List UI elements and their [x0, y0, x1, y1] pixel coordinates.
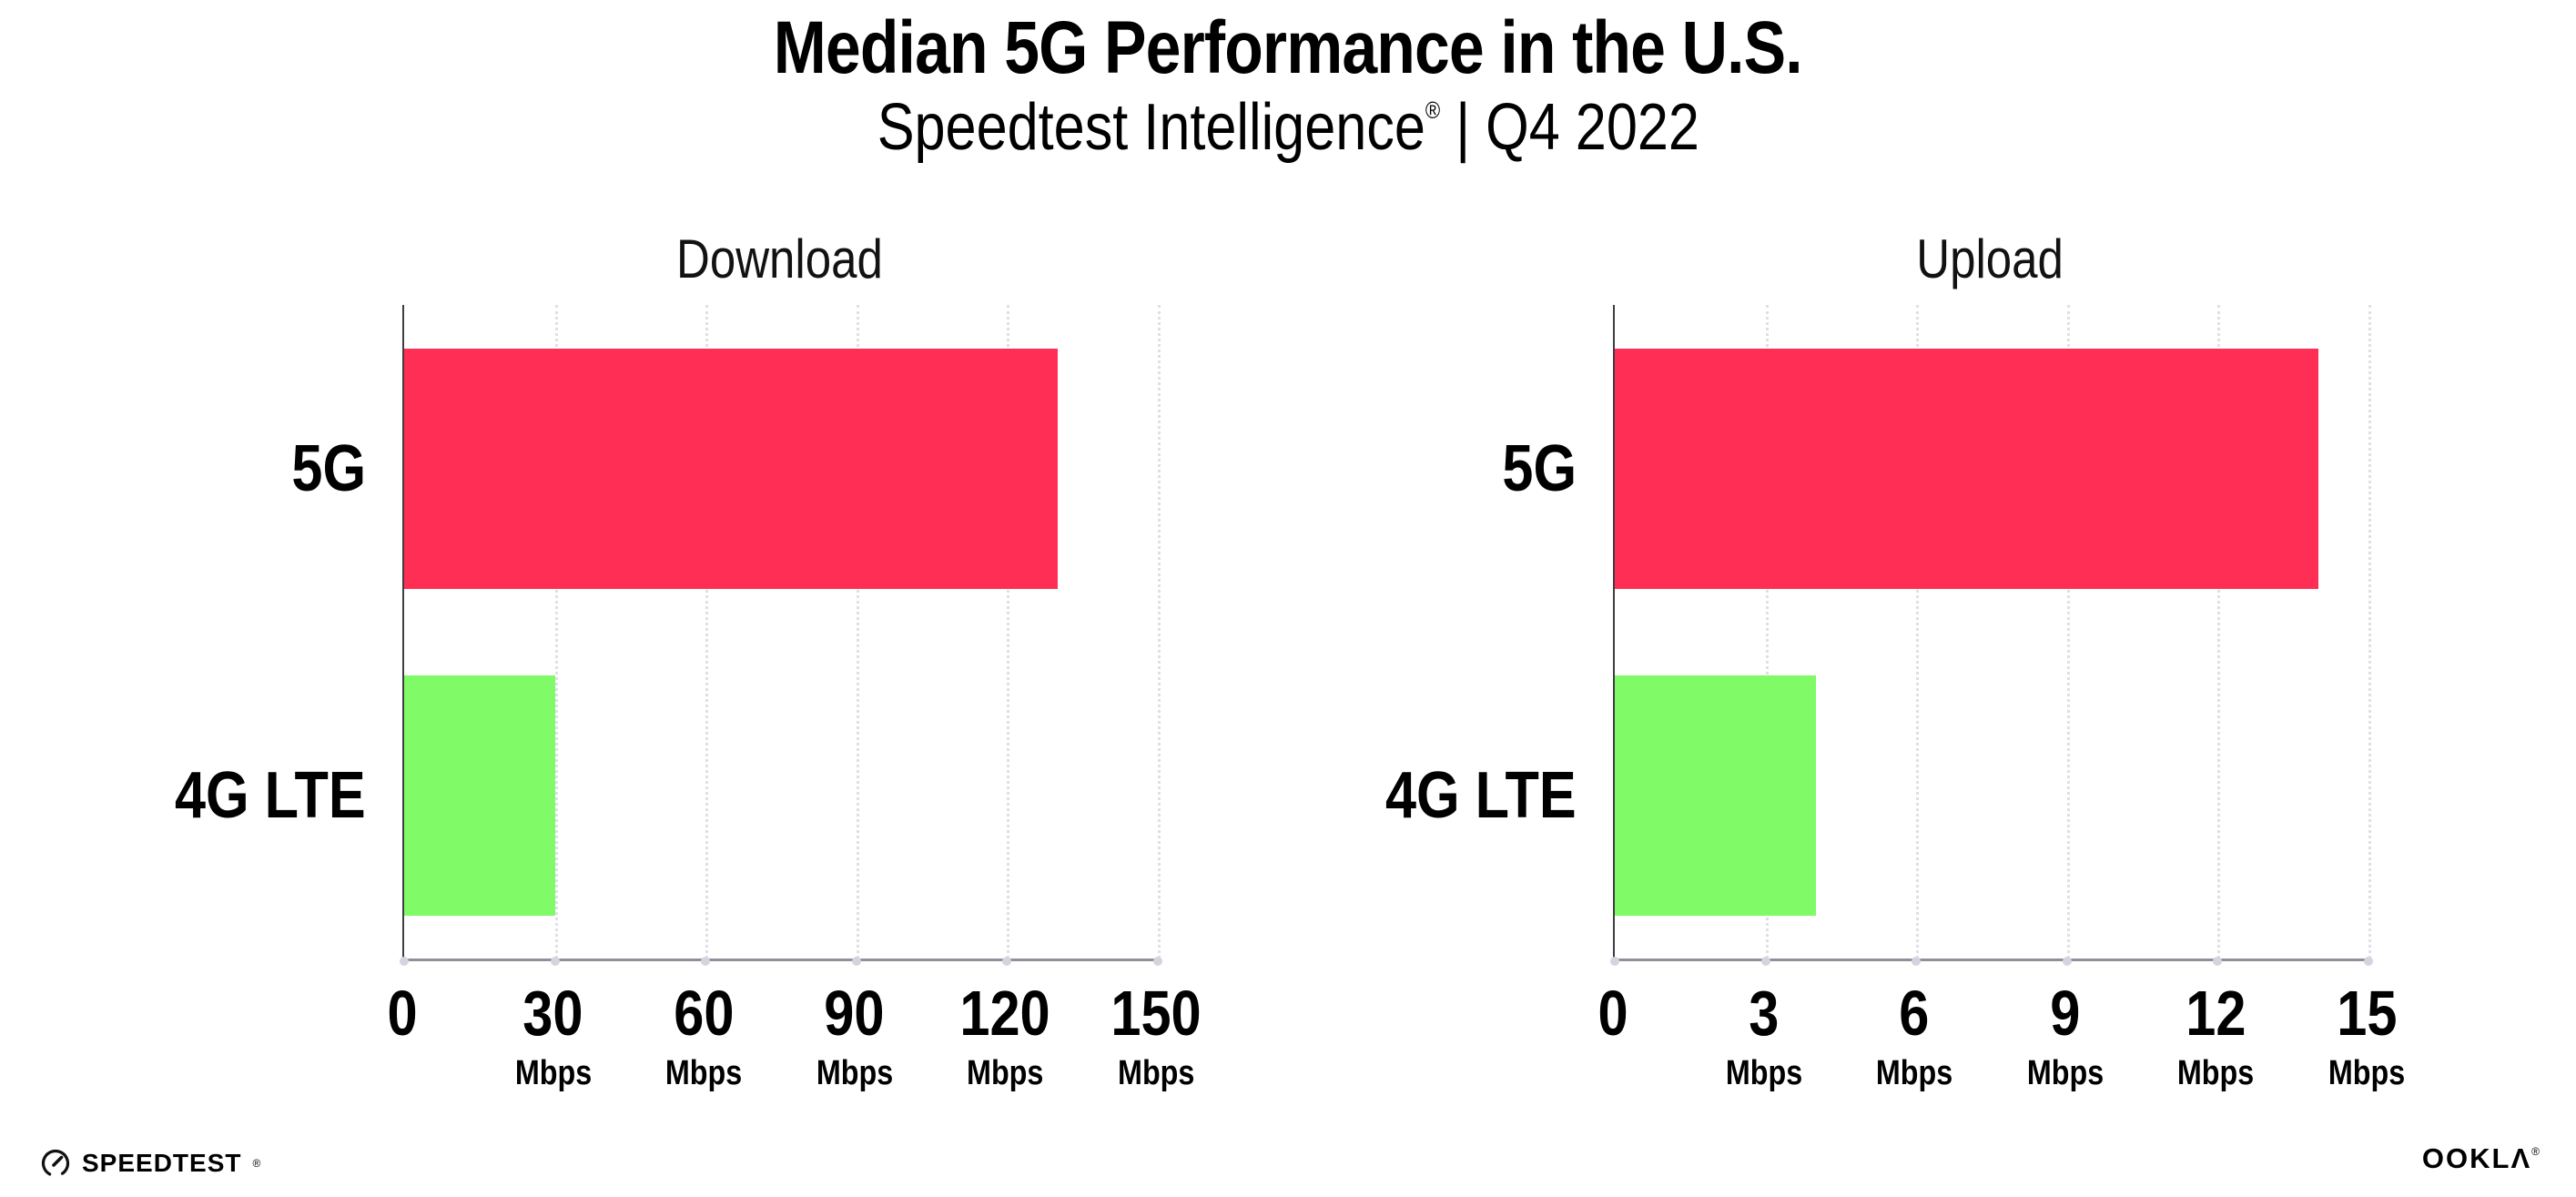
tick-value: 60 — [674, 978, 735, 1049]
tick-label-150: 150 Mbps — [1103, 981, 1210, 1090]
tick-unit: Mbps — [1725, 1054, 1802, 1092]
tick-value: 0 — [1597, 978, 1628, 1049]
tick-value: 15 — [2336, 978, 2398, 1049]
bar-4g-lte-upload — [1615, 675, 1816, 916]
tick-value: 90 — [824, 978, 885, 1049]
axis-tick-dot-15 — [2364, 957, 2373, 966]
axis-tick-dot-3 — [1760, 957, 1770, 966]
page-subtitle: Speedtest Intelligence® | Q4 2022 — [0, 95, 2576, 160]
tick-unit: Mbps — [1876, 1054, 1953, 1092]
page-title-text: Median 5G Performance in the U.S. — [773, 6, 1803, 89]
page-title: Median 5G Performance in the U.S. — [0, 6, 2576, 89]
tick-label-90: 90 Mbps — [809, 981, 899, 1090]
download-category-labels: 5G 4G LTE — [118, 305, 366, 959]
category-label-5g: 5G — [1502, 431, 1577, 505]
tick-label-9: 9 Mbps — [2020, 981, 2110, 1090]
axis-tick-dot-60 — [701, 957, 711, 966]
tick-label-60: 60 Mbps — [659, 981, 749, 1090]
gridline-30 — [554, 305, 558, 959]
tick-label-120: 120 Mbps — [952, 981, 1059, 1090]
tick-label-0: 0 — [1596, 981, 1631, 1045]
tick-unit: Mbps — [2177, 1054, 2255, 1092]
upload-x-axis-ticks: 0 3 Mbps 6 Mbps 9 Mbps 12 Mbps 15 Mbps — [1597, 981, 2405, 1145]
tick-value: 120 — [959, 978, 1051, 1049]
tick-value: 9 — [2050, 978, 2081, 1049]
speedtest-wordmark: SPEEDTEST — [82, 1149, 242, 1177]
tick-value: 12 — [2186, 978, 2246, 1049]
category-label-4g-lte: 4G LTE — [1385, 758, 1577, 832]
gridline-90 — [856, 305, 859, 959]
bar-5g-download — [404, 348, 1058, 589]
download-chart: Download 5G 4G LTE 0 30 Mbps 60 Mbps 90 Mbps 120… — [118, 228, 1247, 1138]
axis-tick-dot-150 — [1153, 957, 1162, 966]
bar-4g-lte-download — [404, 675, 555, 916]
gridline-120 — [1007, 305, 1010, 959]
tick-value: 30 — [522, 978, 583, 1049]
tick-value: 3 — [1749, 978, 1780, 1049]
subtitle-separator: | — [1439, 91, 1486, 165]
download-x-axis-ticks: 0 30 Mbps 60 Mbps 90 Mbps 120 Mbps 150 Mbps — [387, 981, 1201, 1145]
tick-unit: Mbps — [665, 1054, 743, 1092]
tick-value: 150 — [1111, 978, 1202, 1049]
upload-plot-area — [1610, 305, 2373, 966]
download-plot-area — [400, 305, 1162, 966]
upload-category-labels: 5G 4G LTE — [1329, 305, 1577, 959]
tick-unit: Mbps — [2328, 1054, 2406, 1092]
tick-unit: Mbps — [816, 1054, 893, 1092]
axis-tick-dot-0 — [1610, 957, 1619, 966]
ookla-logo: OOKLΛ® — [2422, 1142, 2541, 1175]
axis-tick-dot-6 — [1912, 957, 1922, 966]
axis-tick-dot-90 — [851, 957, 861, 966]
speedtest-logo: SPEEDTEST ® — [40, 1148, 260, 1179]
page-subtitle-text: Speedtest Intelligence® | Q4 2022 — [877, 95, 1699, 160]
gridline-60 — [705, 305, 709, 959]
gridline-15 — [2368, 305, 2371, 959]
tick-label-15: 15 Mbps — [2321, 981, 2411, 1090]
download-chart-title: Download — [675, 228, 883, 289]
category-label-4g-lte: 4G LTE — [175, 758, 366, 832]
tick-label-6: 6 Mbps — [1870, 981, 1960, 1090]
tick-unit: Mbps — [967, 1054, 1044, 1092]
upload-chart-title: Upload — [1916, 228, 2064, 289]
tick-label-12: 12 Mbps — [2171, 981, 2261, 1090]
bar-5g-upload — [1615, 348, 2318, 589]
tick-label-30: 30 Mbps — [508, 981, 598, 1090]
tick-label-0: 0 — [385, 981, 421, 1045]
speedtest-registered-mark: ® — [252, 1157, 261, 1170]
registered-mark: ® — [1425, 96, 1440, 125]
tick-value: 0 — [387, 978, 418, 1049]
gridline-9 — [2066, 305, 2070, 959]
header: Median 5G Performance in the U.S. Speedt… — [0, 6, 2576, 160]
gridline-12 — [2217, 305, 2221, 959]
gridline-150 — [1158, 305, 1161, 959]
axis-tick-dot-0 — [400, 957, 409, 966]
subtitle-brand: Speedtest Intelligence — [877, 91, 1425, 165]
tick-unit: Mbps — [2026, 1054, 2104, 1092]
axis-tick-dot-12 — [2213, 957, 2223, 966]
gridline-6 — [1916, 305, 1920, 959]
tick-value: 6 — [1899, 978, 1930, 1049]
tick-unit: Mbps — [514, 1054, 592, 1092]
tick-unit: Mbps — [1117, 1054, 1195, 1092]
upload-chart: Upload 5G 4G LTE 0 3 Mbps 6 Mbps 9 Mbps 12 Mbps 15… — [1329, 228, 2458, 1138]
subtitle-period: Q4 2022 — [1485, 91, 1699, 165]
tick-label-3: 3 Mbps — [1719, 981, 1809, 1090]
axis-tick-dot-30 — [550, 957, 560, 966]
gridline-3 — [1765, 305, 1769, 959]
ookla-registered-mark: ® — [2531, 1145, 2541, 1158]
axis-tick-dot-120 — [1002, 957, 1012, 966]
category-label-5g: 5G — [291, 431, 366, 505]
axis-tick-dot-9 — [2062, 957, 2072, 966]
ookla-wordmark: OOKLΛ — [2421, 1142, 2532, 1174]
speedtest-gauge-icon — [41, 1149, 70, 1178]
